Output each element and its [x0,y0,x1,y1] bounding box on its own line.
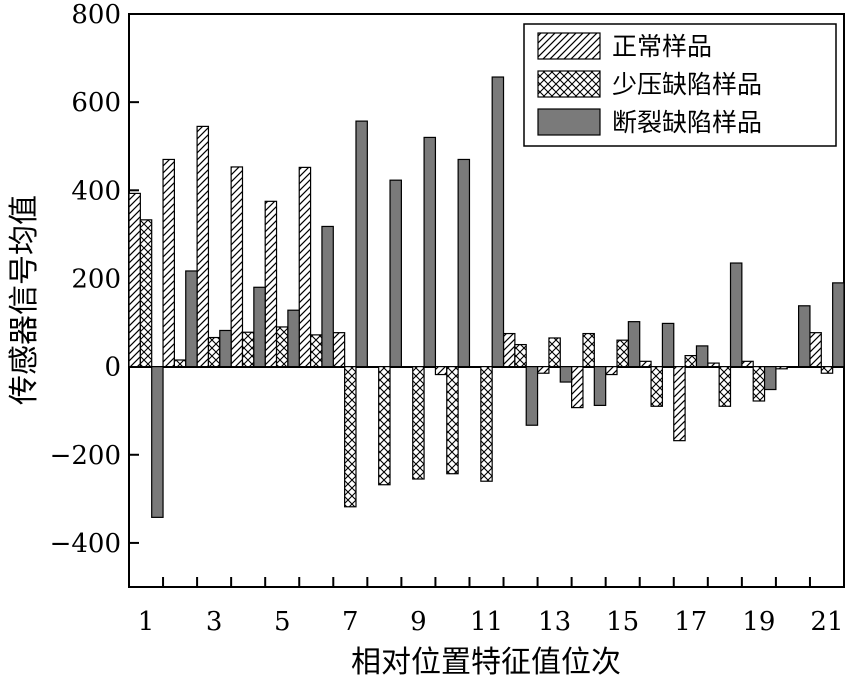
bar-low-pressure [173,359,187,368]
bar-normal [162,158,175,368]
bar-normal [707,362,720,368]
bar-normal [809,332,822,368]
bar-low-pressure [786,366,800,368]
x-axis-ticks: 1 3 5 7 9 11 13 15 17 19 21 [128,577,845,637]
bar-low-pressure [684,354,698,368]
legend-swatch-normal [537,32,601,60]
x-tick-label: 15 [606,607,639,637]
bar-low-pressure [548,337,561,368]
bar-low-pressure [309,334,323,368]
bar-low-pressure [207,336,221,368]
bar-fracture [389,179,402,368]
bar-marks [128,76,845,518]
bar-normal [741,360,754,368]
bar-low-pressure [344,366,357,508]
bar-low-pressure [139,219,153,368]
bar-low-pressure [616,339,629,368]
bar-low-pressure [752,366,766,402]
legend-label-normal: 正常样品 [612,32,712,61]
x-tick-label: 3 [206,607,223,637]
legend-label-fracture: 断裂缺陷样品 [612,108,762,137]
bar-normal [400,366,414,368]
bar-low-pressure [514,343,527,368]
bar-normal [434,366,448,376]
bar-low-pressure [412,366,425,480]
y-tick-label: 600 [71,88,121,118]
bar-low-pressure [378,366,391,486]
bar-fracture [287,309,300,368]
bar-fracture [695,345,709,368]
bar-normal [571,366,584,409]
bar-fracture [355,120,368,368]
bar-low-pressure [820,366,834,374]
y-tick-label: −200 [50,441,121,471]
bar-normal [230,166,244,368]
bar-fracture [661,322,675,368]
bar-fracture [151,366,164,518]
bar-normal [536,366,550,374]
bar-normal [673,366,686,442]
bar-fracture [525,366,539,426]
bar-normal [366,366,380,368]
bar-fracture [185,270,198,368]
bar-fracture [219,329,232,368]
x-tick-label: 17 [674,607,707,637]
x-tick-label: 9 [410,607,427,637]
bar-normal [196,125,210,368]
bar-fracture [457,158,471,368]
y-tick-label: −400 [50,529,121,559]
x-axis-title: 相对位置特征值位次 [351,645,621,680]
bar-fracture [491,76,505,368]
y-axis-ticks: 800 600 400 200 0 −200 −400 [50,0,139,559]
x-tick-label: 13 [538,607,571,637]
bar-normal [298,166,312,368]
bar-low-pressure [275,326,289,368]
x-tick-label: 5 [274,607,291,637]
bar-fracture [729,262,743,368]
x-tick-label: 19 [742,607,775,637]
legend-swatch-low-pressure [537,70,601,98]
bar-normal [468,366,482,368]
legend: 正常样品 少压缺陷样品 断裂缺陷样品 [523,23,837,147]
bar-fracture [321,225,334,368]
bar-normal [639,360,652,368]
bar-fracture [253,286,266,368]
y-axis-title: 传感器信号均值 [7,195,42,405]
y-tick-label: 400 [71,176,121,206]
x-tick-label: 21 [810,607,843,637]
bar-fracture [832,282,845,368]
bar-low-pressure [480,366,493,482]
bar-normal [264,200,278,368]
y-tick-label: 800 [71,0,121,30]
x-tick-label: 11 [470,607,503,637]
bar-low-pressure [582,332,595,368]
bar-normal [502,332,516,368]
y-tick-label: 200 [71,264,121,294]
bar-fracture [559,366,573,383]
bar-fracture [763,366,777,391]
bar-fracture [627,321,641,368]
bar-normal [128,192,141,368]
bar-low-pressure [718,366,732,407]
bar-normal [775,366,788,370]
legend-swatch-fracture [537,108,601,136]
bar-normal [605,366,618,376]
legend-label-low-pressure: 少压缺陷样品 [612,70,762,99]
y-tick-label: 0 [104,353,121,383]
bar-low-pressure [446,366,459,475]
x-tick-label: 7 [342,607,359,637]
bar-normal [332,332,346,368]
bar-fracture [423,136,437,368]
bar-fracture [798,305,811,368]
x-tick-label: 1 [138,607,155,637]
bar-fracture [593,366,607,407]
bar-low-pressure [650,366,664,407]
bar-low-pressure [241,331,255,368]
